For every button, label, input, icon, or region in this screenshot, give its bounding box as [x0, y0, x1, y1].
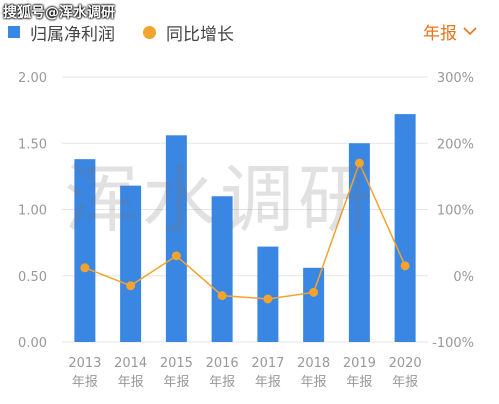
x-tick-label-period: 年报	[209, 375, 235, 390]
y-left-tick-label: 0.50	[18, 270, 47, 285]
chevron-down-icon	[463, 26, 477, 35]
y-right-tick-label: 200%	[437, 137, 474, 152]
legend-item-yoy-growth[interactable]: 同比增长	[143, 20, 234, 45]
x-tick-label-period: 年报	[301, 375, 327, 390]
y-left-tick-label: 1.00	[18, 204, 47, 219]
x-tick-label-period: 年报	[346, 375, 372, 390]
legend-label-yoy-growth: 同比增长	[166, 24, 234, 45]
x-tick-label-year: 2015	[160, 356, 193, 371]
y-left-tick-label: 1.50	[18, 137, 47, 152]
y-left-tick-label: 0.00	[18, 336, 47, 351]
growth-point-2015	[171, 251, 181, 261]
y-right-tick-label: 0%	[453, 270, 474, 285]
growth-point-2017	[263, 294, 273, 304]
y-right-tick-label: 300%	[437, 71, 474, 86]
source-watermark: 搜狐号@浑水调研	[3, 5, 115, 21]
x-tick-label-year: 2018	[297, 356, 330, 371]
growth-point-2018	[309, 287, 319, 297]
legend-item-net-profit[interactable]: 归属净利润	[8, 20, 115, 45]
bar-2015	[165, 135, 187, 342]
bar-2013	[74, 159, 96, 342]
y-left-tick-label: 2.00	[18, 71, 47, 86]
x-tick-label-year: 2017	[251, 356, 284, 371]
period-dropdown-label: 年报	[423, 23, 457, 44]
bar-2014	[120, 185, 142, 342]
period-dropdown[interactable]: 年报	[423, 19, 477, 44]
growth-line	[84, 161, 406, 300]
y-right-tick-label: 100%	[437, 204, 474, 219]
x-tick-label-year: 2016	[206, 356, 239, 371]
dot-swatch-icon	[143, 25, 156, 39]
bar-2018	[303, 267, 325, 342]
x-tick-label-period: 年报	[392, 375, 418, 390]
x-tick-label-period: 年报	[72, 375, 98, 390]
legend-label-net-profit: 归属净利润	[30, 24, 115, 45]
x-tick-label-period: 年报	[118, 375, 144, 390]
x-tick-label-period: 年报	[255, 375, 281, 390]
x-tick-label-year: 2020	[389, 356, 422, 371]
bar-2019	[348, 143, 370, 342]
chart-legend: 归属净利润 同比增长	[8, 20, 262, 45]
growth-point-2020	[400, 261, 410, 271]
y-right-tick-label: -100%	[432, 336, 474, 351]
growth-point-2016	[217, 291, 227, 301]
bar-2020	[394, 114, 416, 342]
bar-2016	[211, 196, 233, 342]
growth-point-2013	[80, 263, 90, 273]
bar-swatch-icon	[8, 26, 20, 38]
growth-point-2019	[354, 158, 364, 168]
bar-2017	[257, 246, 279, 342]
x-tick-label-year: 2019	[343, 356, 376, 371]
x-tick-label-period: 年报	[163, 375, 189, 390]
x-tick-label-year: 2014	[114, 356, 147, 371]
growth-point-2014	[126, 281, 136, 291]
x-tick-label-year: 2013	[68, 356, 101, 371]
